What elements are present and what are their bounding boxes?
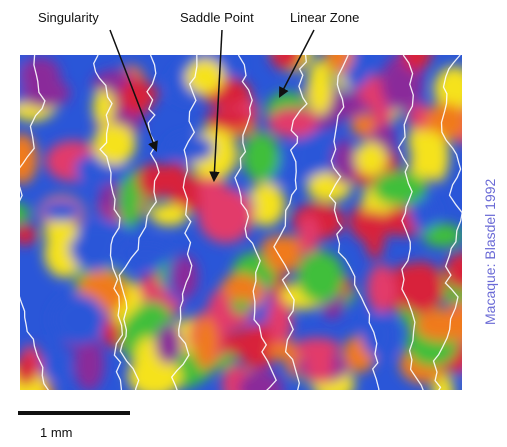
map-blob [198,188,254,243]
map-blob [361,312,397,359]
map-blob [14,355,37,385]
map-blob [355,142,387,176]
map-blob [20,57,61,93]
scale-bar [18,411,130,415]
map-blob [365,209,385,259]
map-blob [297,251,344,303]
map-blob [93,89,115,125]
annotation: Linear Zone [290,10,359,25]
map-blob [243,133,280,182]
map-blob [44,219,78,245]
map-blob [194,317,218,370]
map-blob [93,124,136,165]
map-blob [205,110,251,130]
map-blob [298,215,319,255]
map-blob [80,222,133,244]
credit: Macaque: Blasdel 1992 [482,178,498,325]
map-blob [373,171,427,205]
map-blob [150,204,188,226]
map-blob [119,175,140,230]
map-blob [221,274,261,300]
map-blob [305,344,334,384]
map-blob [397,262,444,314]
map-blob [325,36,353,73]
map-blob [415,310,468,342]
map-blob [445,252,482,290]
scale-label: 1 mm [40,425,73,440]
map-blob [172,255,199,299]
annotation: Singularity [38,10,99,25]
map-blob [238,370,283,409]
page: Singularity Saddle Point Linear Zone 1 m… [0,0,507,442]
map-blob [307,60,333,116]
map-blob [401,27,433,71]
map-blob [51,294,105,344]
figure: Singularity Saddle Point Linear Zone 1 m… [0,0,507,442]
map-blob [264,241,302,272]
annotation: Saddle Point [180,10,254,25]
map-blob [270,38,303,70]
map-blob [421,131,444,152]
map-blob [367,264,397,313]
map-blob [41,200,82,221]
map-blob [332,140,356,184]
orientation-map [0,27,492,421]
map-blob [13,225,37,246]
map-blob [155,324,181,364]
